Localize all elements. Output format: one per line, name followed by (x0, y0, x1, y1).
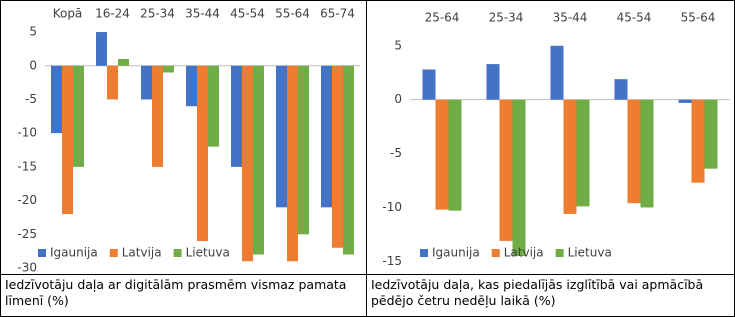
y-tick-label: -10 (17, 126, 37, 140)
y-tick-label: 5 (394, 38, 402, 52)
x-tick-label: 45-54 (617, 11, 652, 25)
bar (563, 99, 577, 214)
y-tick-label: -15 (382, 254, 402, 268)
bar (208, 65, 219, 147)
bar (253, 65, 264, 255)
bar (614, 79, 628, 100)
x-tick-label: 35-44 (553, 11, 588, 25)
x-tick-label: 25-34 (140, 7, 175, 21)
bar (152, 65, 163, 167)
legend-swatch (109, 249, 118, 257)
legend-swatch (555, 249, 564, 257)
legend-label: Latvija (122, 246, 162, 260)
x-tick-label: 55-64 (681, 11, 716, 25)
bar (435, 99, 449, 210)
legend-label: Lietuva (186, 246, 230, 260)
bar (321, 65, 332, 208)
bar (499, 99, 513, 241)
bar (197, 65, 208, 242)
y-tick-label: -20 (17, 193, 37, 207)
legend-swatch (173, 249, 182, 257)
y-tick-label: 0 (29, 58, 37, 72)
y-tick-label: -10 (382, 200, 402, 214)
legend-swatch (420, 249, 428, 257)
bar (422, 69, 436, 100)
x-tick-label: 25-64 (425, 11, 460, 25)
caption: Iedzīvotāju daļa ar digitālām prasmēm vi… (5, 277, 347, 308)
bar (73, 65, 84, 167)
x-tick-label: 35-44 (185, 7, 220, 21)
bar (332, 65, 343, 248)
x-tick-label: 16-24 (95, 7, 130, 21)
bar (231, 65, 242, 167)
bar (678, 99, 692, 103)
bar (287, 65, 298, 262)
y-tick-label: -15 (17, 159, 37, 173)
bar (627, 99, 641, 204)
bar (118, 59, 129, 66)
x-tick-label: 25-34 (489, 11, 524, 25)
bar (276, 65, 287, 208)
x-tick-label: Kopā (53, 7, 83, 21)
legend-label: Igaunija (50, 246, 98, 260)
bar (550, 45, 564, 100)
bar (96, 32, 107, 66)
bar (576, 99, 590, 207)
bar (62, 65, 73, 215)
bar (486, 64, 500, 100)
x-tick-label: 65-74 (320, 7, 355, 21)
legend-swatch (38, 249, 46, 257)
bar (186, 65, 197, 107)
bar (448, 99, 462, 211)
bar (704, 99, 718, 169)
bar (343, 65, 354, 255)
x-tick-label: 55-64 (275, 7, 310, 21)
y-tick-label: 5 (29, 25, 37, 39)
y-tick-label: -5 (390, 146, 402, 160)
bar (640, 99, 654, 208)
bar (107, 65, 118, 100)
y-tick-label: -25 (17, 227, 37, 241)
bar (141, 65, 152, 100)
legend-label: Igaunija (432, 246, 480, 260)
x-tick-label: 45-54 (230, 7, 265, 21)
y-tick-label: -30 (17, 261, 37, 275)
legend-swatch (491, 249, 500, 257)
bar (298, 65, 309, 235)
bar (242, 65, 253, 262)
bar (512, 99, 526, 256)
legend-label: Lietuva (568, 246, 612, 260)
bar (691, 99, 705, 183)
caption: Iedzīvotāju daļa, kas piedalījās izglītī… (371, 277, 704, 308)
legend-label: Latvija (504, 246, 544, 260)
y-tick-label: -5 (25, 92, 37, 106)
y-tick-label: 0 (394, 92, 402, 106)
bar (163, 65, 174, 73)
bar (51, 65, 62, 134)
